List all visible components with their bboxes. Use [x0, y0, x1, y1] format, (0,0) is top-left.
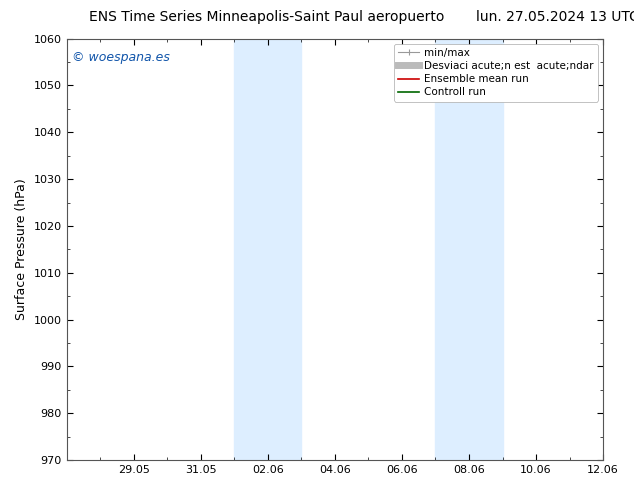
Bar — [469, 39, 503, 460]
Bar — [436, 39, 469, 460]
Bar — [268, 39, 301, 460]
Text: lun. 27.05.2024 13 UTC: lun. 27.05.2024 13 UTC — [477, 10, 634, 24]
Text: © woespana.es: © woespana.es — [72, 51, 170, 64]
Y-axis label: Surface Pressure (hPa): Surface Pressure (hPa) — [15, 178, 28, 320]
Legend: min/max, Desviaci acute;n est  acute;ndar, Ensemble mean run, Controll run: min/max, Desviaci acute;n est acute;ndar… — [394, 44, 598, 101]
Text: ENS Time Series Minneapolis-Saint Paul aeropuerto: ENS Time Series Minneapolis-Saint Paul a… — [89, 10, 444, 24]
Bar — [234, 39, 268, 460]
